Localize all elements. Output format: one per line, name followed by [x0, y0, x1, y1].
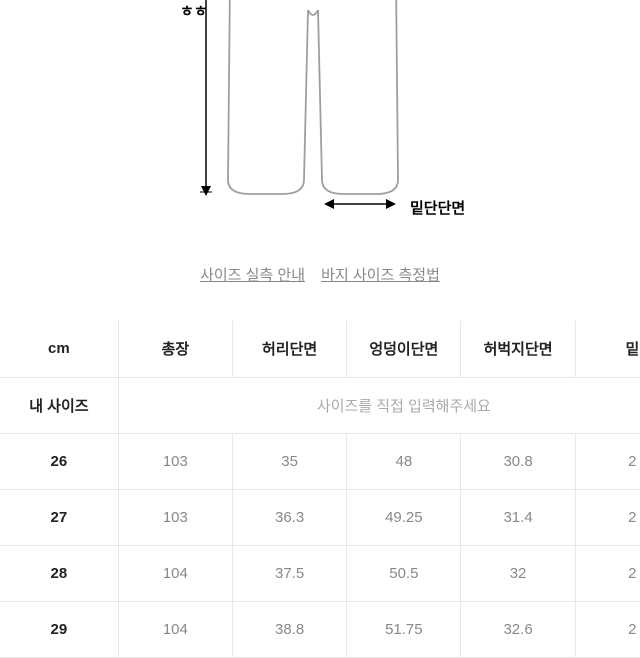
value-cell: 103: [118, 433, 232, 489]
header-col: 허벅지단면: [461, 321, 575, 377]
value-cell: 36.3: [232, 489, 346, 545]
value-cell: 35: [232, 433, 346, 489]
size-cell: 27: [0, 489, 118, 545]
value-cell: 49.25: [347, 489, 461, 545]
value-cell: 104: [118, 601, 232, 657]
my-size-placeholder[interactable]: 사이즈를 직접 입력해주세요: [118, 377, 640, 433]
guide-links: 사이즈 실측 안내 바지 사이즈 측정법: [0, 264, 640, 285]
table-row: 29 104 38.8 51.75 32.6 2: [0, 601, 640, 657]
value-cell: 32.6: [461, 601, 575, 657]
link-measure-guide[interactable]: 사이즈 실측 안내: [200, 267, 305, 284]
my-size-label: 내 사이즈: [0, 377, 118, 433]
table-header-row: cm 총장 허리단면 엉덩이단면 허벅지단면 밑: [0, 321, 640, 377]
value-cell: 50.5: [347, 545, 461, 601]
header-unit: cm: [0, 321, 118, 377]
size-cell: 26: [0, 433, 118, 489]
value-cell: 37.5: [232, 545, 346, 601]
value-cell: 38.8: [232, 601, 346, 657]
header-col: 밑: [575, 321, 640, 377]
header-col: 엉덩이단면: [347, 321, 461, 377]
value-cell: 2: [575, 489, 640, 545]
value-cell: 31.4: [461, 489, 575, 545]
value-cell: 104: [118, 545, 232, 601]
value-cell: 51.75: [347, 601, 461, 657]
value-cell: 32: [461, 545, 575, 601]
header-col: 허리단면: [232, 321, 346, 377]
table-row: 26 103 35 48 30.8 2: [0, 433, 640, 489]
pants-diagram-area: ㅎㅎ 밑단단면: [0, 0, 640, 260]
value-cell: 2: [575, 545, 640, 601]
diagram-hem-label: 밑단단면: [410, 197, 465, 218]
size-cell: 28: [0, 545, 118, 601]
value-cell: 2: [575, 433, 640, 489]
value-cell: 30.8: [461, 433, 575, 489]
value-cell: 2: [575, 601, 640, 657]
table-row: 27 103 36.3 49.25 31.4 2: [0, 489, 640, 545]
diagram-top-label: ㅎㅎ: [180, 0, 208, 21]
size-cell: 29: [0, 601, 118, 657]
size-table-wrap: cm 총장 허리단면 엉덩이단면 허벅지단면 밑 내 사이즈 사이즈를 직접 입…: [0, 321, 640, 658]
value-cell: 103: [118, 489, 232, 545]
value-cell: 48: [347, 433, 461, 489]
link-pants-method[interactable]: 바지 사이즈 측정법: [321, 267, 440, 284]
my-size-row[interactable]: 내 사이즈 사이즈를 직접 입력해주세요: [0, 377, 640, 433]
header-col: 총장: [118, 321, 232, 377]
size-table: cm 총장 허리단면 엉덩이단면 허벅지단면 밑 내 사이즈 사이즈를 직접 입…: [0, 321, 640, 658]
table-row: 28 104 37.5 50.5 32 2: [0, 545, 640, 601]
